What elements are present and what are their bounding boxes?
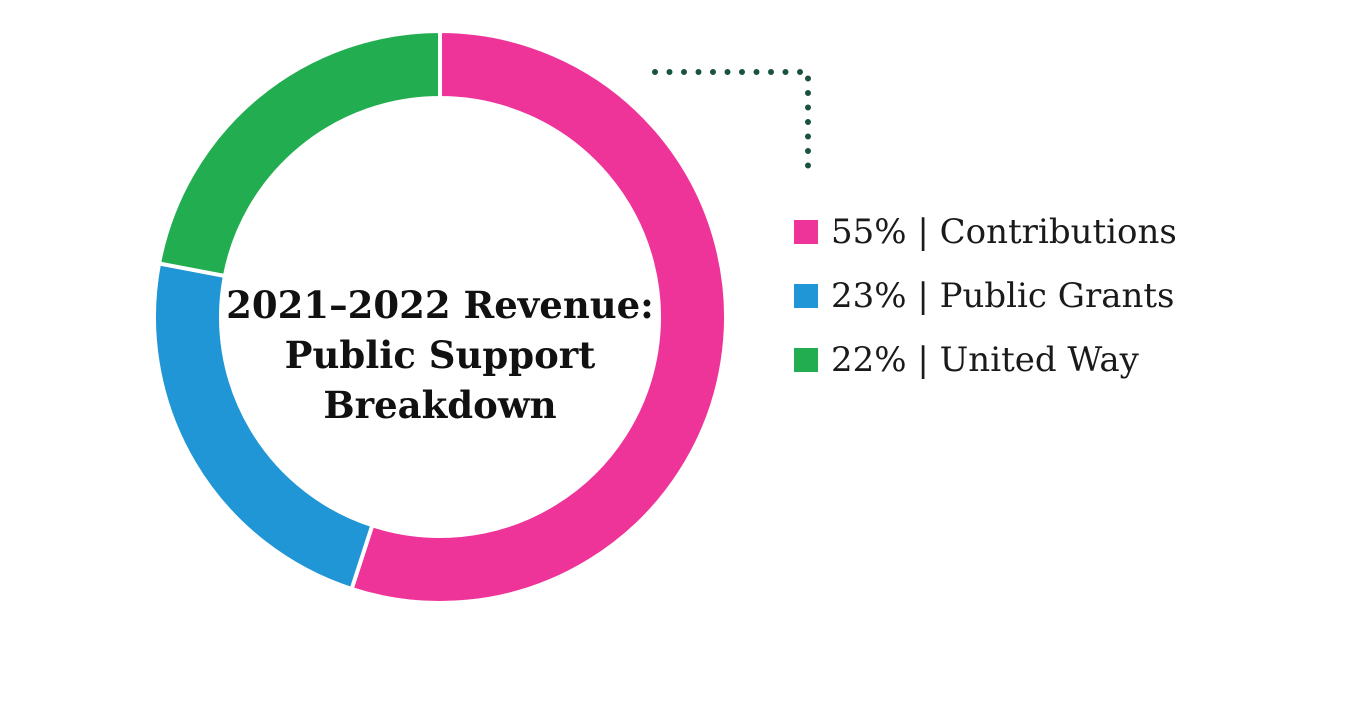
legend-item-contributions: 55% | Contributions [794,200,1177,264]
legend-swatch-united-way [794,348,818,372]
legend-swatch-public-grants [794,284,818,308]
chart-legend: 55% | Contributions 23% | Public Grants … [794,200,1177,392]
legend-item-public-grants: 23% | Public Grants [794,264,1177,328]
donut-slice-united-way [156,28,442,279]
chart-title-line-1: 2021–2022 Revenue: [226,283,654,327]
donut-slice-contributions [349,28,728,605]
legend-connector-line [652,69,811,175]
legend-label-contributions: 55% | Contributions [831,212,1177,252]
legend-label-united-way: 22% | United Way [831,340,1139,380]
donut-slices [152,28,728,605]
chart-title: 2021–2022 Revenue: Public Support Breakd… [220,280,660,430]
legend-item-united-way: 22% | United Way [794,328,1177,392]
legend-label-public-grants: 23% | Public Grants [831,276,1175,316]
chart-title-line-2: Public Support [284,333,596,377]
chart-title-line-3: Breakdown [323,383,557,427]
legend-swatch-contributions [794,220,818,244]
